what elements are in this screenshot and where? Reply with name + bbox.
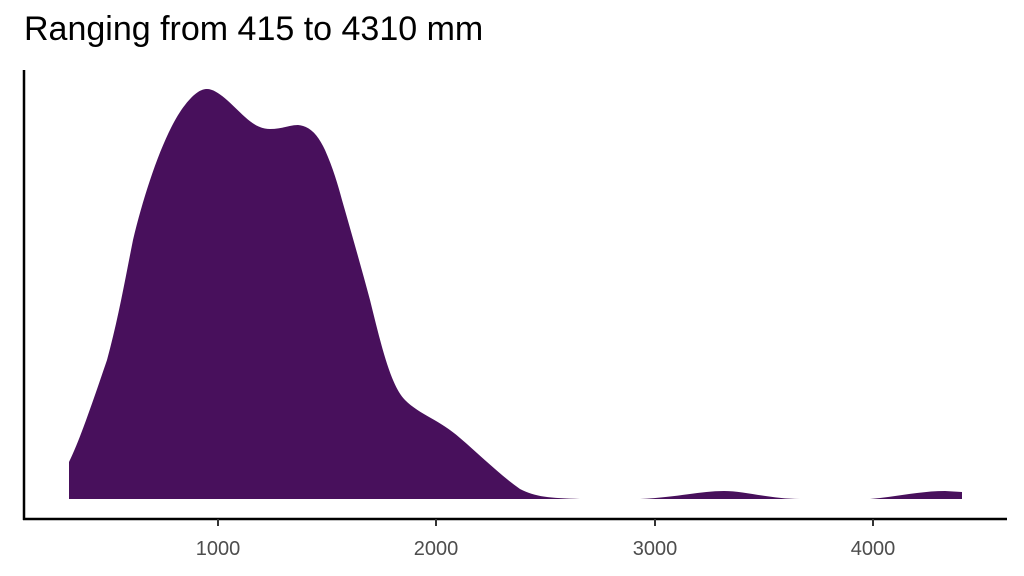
x-tick-label: 2000 [414,538,459,560]
chart-title: Ranging from 415 to 4310 mm [24,10,484,48]
x-tick-label: 1000 [196,538,241,560]
x-ticks [217,519,874,526]
density-area [69,89,962,499]
x-tick-label: 4000 [851,538,896,560]
x-tick-label: 3000 [633,538,678,560]
